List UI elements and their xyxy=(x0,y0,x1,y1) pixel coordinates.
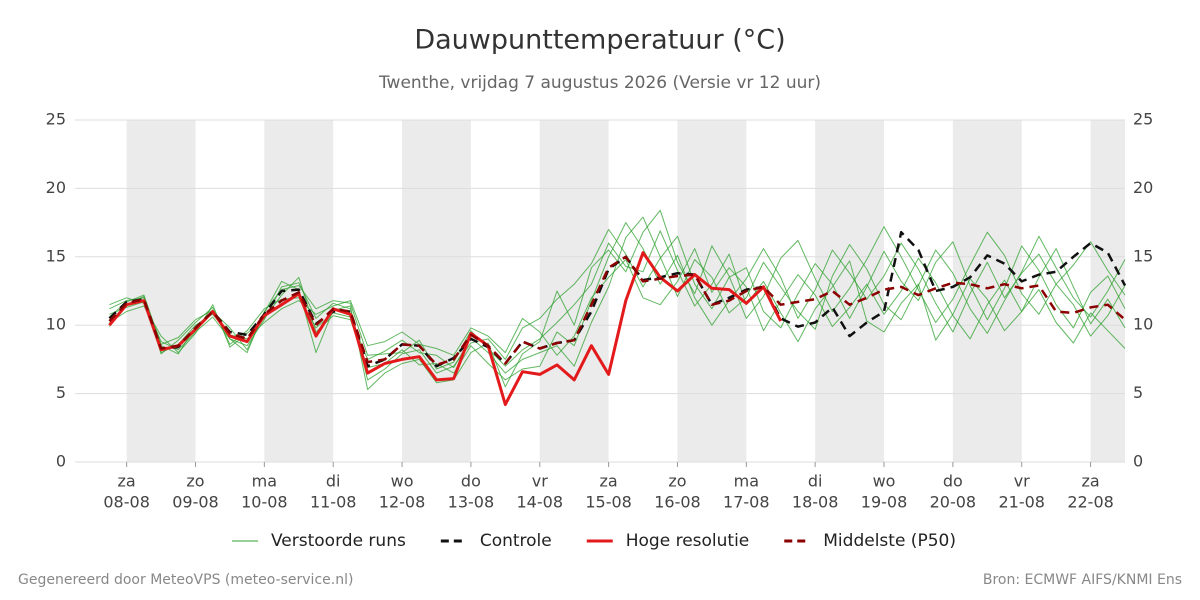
y-tick-label: 15 xyxy=(46,246,66,265)
x-tick-date: 08-08 xyxy=(103,493,150,512)
y-tick-label: 5 xyxy=(56,383,66,402)
day-band xyxy=(126,120,196,462)
x-tick-date: 14-08 xyxy=(517,493,564,512)
legend-label: Controle xyxy=(480,531,552,551)
x-tick-label: zo xyxy=(668,472,686,491)
x-tick-label: do xyxy=(461,472,481,491)
x-tick-date: 10-08 xyxy=(241,493,288,512)
footer-left: Gegenereerd door MeteoVPS (meteo-service… xyxy=(18,572,353,588)
y-tick-label: 10 xyxy=(46,315,66,334)
ensemble-line xyxy=(109,228,1126,381)
y2-tick-label: 20 xyxy=(1133,178,1153,197)
x-tick-label: di xyxy=(326,472,341,491)
footer-right: Bron: ECMWF AIFS/KNMI Ens xyxy=(983,572,1182,588)
x-tick-date: 17-08 xyxy=(723,493,770,512)
x-tick-date: 21-08 xyxy=(998,493,1045,512)
x-tick-date: 22-08 xyxy=(1067,493,1114,512)
x-tick-date: 12-08 xyxy=(379,493,426,512)
x-tick-label: wo xyxy=(873,472,896,491)
day-band xyxy=(402,120,471,462)
day-band xyxy=(815,120,885,462)
series-line xyxy=(108,251,783,406)
legend: Verstoorde runs Controle Hoge resolutie Mid… xyxy=(232,531,956,551)
x-tick-label: vr xyxy=(532,472,548,491)
x-tick-date: 09-08 xyxy=(172,493,219,512)
x-tick-label: za xyxy=(1081,472,1099,491)
chart-title: Dauwpunttemperatuur (°C) xyxy=(414,25,785,56)
y2-tick-label: 5 xyxy=(1133,383,1143,402)
y2-tick-label: 10 xyxy=(1133,315,1153,334)
x-tick-date: 20-08 xyxy=(930,493,977,512)
grid xyxy=(75,119,1125,463)
x-tick-label: ma xyxy=(734,472,759,491)
y-tick-label: 25 xyxy=(46,110,66,129)
x-tick-date: 13-08 xyxy=(448,493,495,512)
ensemble-line xyxy=(109,209,1126,390)
axes: 0 0 5 5 10 10 15 15 20 20 25 25 za 08-08 zo 09-08 ma 10-0… xyxy=(46,110,1154,512)
legend-label: Middelste (P50) xyxy=(823,531,956,551)
x-tick-label: do xyxy=(943,472,963,491)
ensemble-line xyxy=(109,222,1126,381)
y2-tick-label: 0 xyxy=(1133,452,1143,471)
ensemble-line xyxy=(109,248,1126,356)
plot-lines xyxy=(108,209,1127,406)
x-tick-date: 15-08 xyxy=(585,493,632,512)
day-band xyxy=(952,120,1022,462)
legend-label: Verstoorde runs xyxy=(271,531,406,551)
x-tick-date: 16-08 xyxy=(654,493,701,512)
legend-label: Hoge resolutie xyxy=(626,531,750,551)
y-tick-label: 0 xyxy=(56,452,66,471)
y2-tick-label: 25 xyxy=(1133,110,1153,129)
x-tick-label: zo xyxy=(186,472,204,491)
x-tick-date: 11-08 xyxy=(310,493,357,512)
x-tick-label: za xyxy=(600,472,618,491)
y2-tick-label: 15 xyxy=(1133,246,1153,265)
x-tick-label: vr xyxy=(1014,472,1030,491)
series-line xyxy=(108,255,1126,367)
x-tick-label: wo xyxy=(391,472,414,491)
x-tick-label: di xyxy=(808,472,823,491)
x-tick-date: 18-08 xyxy=(792,493,839,512)
chart-subtitle: Twenthe, vrijdag 7 augustus 2026 (Versie… xyxy=(378,73,821,93)
x-tick-date: 19-08 xyxy=(861,493,908,512)
x-tick-label: za xyxy=(118,472,136,491)
x-tick-label: ma xyxy=(252,472,277,491)
y-tick-label: 20 xyxy=(46,178,66,197)
